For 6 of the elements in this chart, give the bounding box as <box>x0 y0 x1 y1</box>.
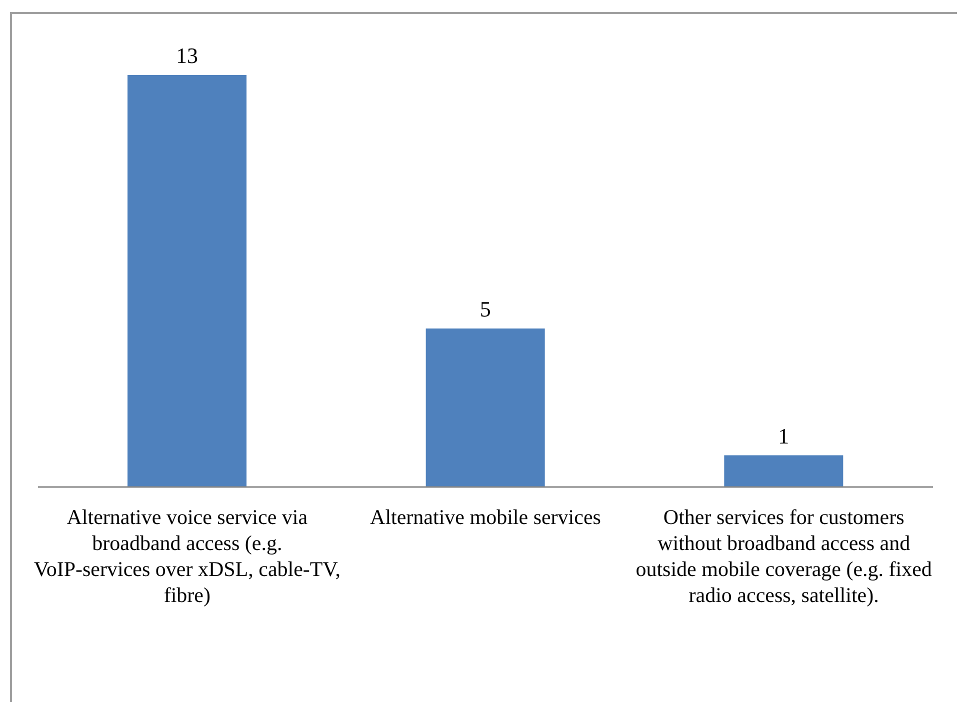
x-tick-label: Other services for customers without broadband access and outside mobile coverage (e.g. fixed radio access, satellite). <box>636 504 932 607</box>
x-tick-label: Alternative voice service via broadband access (e.g. VoIP-services over xDSL, cable-TV, fibre) <box>34 504 340 607</box>
data-label: 1 <box>778 423 790 448</box>
x-tick-label: Alternative mobile services <box>370 504 601 529</box>
data-label: 13 <box>176 43 198 68</box>
data-label: 5 <box>480 296 491 322</box>
